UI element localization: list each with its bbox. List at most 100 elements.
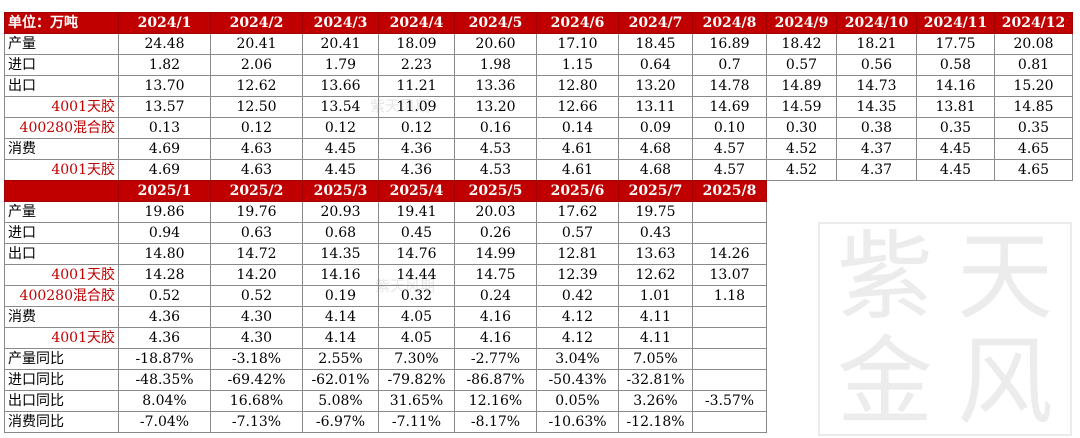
table-row: 400280混合胶 0.52 0.52 0.19 0.32 0.24 0.42 1.01 1.1… <box>4 285 767 307</box>
table-cell: 14.44 <box>378 264 455 286</box>
month-header: 2024/11 <box>916 12 995 34</box>
table-cell: 4.11 <box>618 327 693 349</box>
table-cell: 0.12 <box>378 117 455 139</box>
table-row: 4001天胶 13.57 12.50 13.54 11.09 13.20 12.66 13.1… <box>4 96 1073 118</box>
table-cell: 14.26 <box>692 243 767 265</box>
table-cell: 4.68 <box>618 159 693 181</box>
row-label: 产量同比 <box>4 348 119 370</box>
table-cell <box>692 222 767 244</box>
table-cell: 4.36 <box>378 138 455 160</box>
table-row: 出口 14.80 14.72 14.35 14.76 14.99 12.81 13.63 14.… <box>4 243 767 265</box>
table-cell: 20.08 <box>994 33 1073 55</box>
table-cell: 13.57 <box>118 96 211 118</box>
table-cell: 0.68 <box>302 222 379 244</box>
table-cell: 0.12 <box>210 117 303 139</box>
table-cell: 20.41 <box>302 33 379 55</box>
table-cell: 4.14 <box>302 306 379 328</box>
month-header: 2024/3 <box>302 12 379 34</box>
table-cell: 16.68% <box>210 390 303 412</box>
watermark-char: 风 <box>957 325 1053 438</box>
table-cell: 14.16 <box>302 264 379 286</box>
row-label: 进口 <box>4 54 119 76</box>
row-label: 出口 <box>4 75 119 97</box>
table-2025: 2025/1 2025/2 2025/3 2025/4 2025/5 2025/6 2025… <box>4 180 767 433</box>
table-cell <box>692 369 767 391</box>
month-header: 2024/10 <box>836 12 917 34</box>
table-cell: -12.18% <box>618 411 693 433</box>
table-cell: 15.20 <box>994 75 1073 97</box>
table-2024: 单位：万吨 2024/1 2024/2 2024/3 2024/4 2024/5 2024/… <box>4 12 1073 181</box>
table-row: 进口同比 -48.35% -69.42% -62.01% -79.82% -86.87% -… <box>4 369 767 391</box>
table-cell: 24.48 <box>118 33 211 55</box>
table-cell: 4.16 <box>454 327 537 349</box>
table-cell: 2.55% <box>302 348 379 370</box>
table-cell: 4.53 <box>454 159 537 181</box>
table-cell: 4.68 <box>618 138 693 160</box>
table-row: 产量 19.86 19.76 20.93 19.41 20.03 17.62 19.75 <box>4 201 767 223</box>
table-cell: 7.05% <box>618 348 693 370</box>
table-cell: 0.14 <box>536 117 619 139</box>
row-label: 消费 <box>4 138 119 160</box>
table-cell <box>692 306 767 328</box>
month-header: 2024/9 <box>766 12 837 34</box>
table-cell: 14.69 <box>692 96 767 118</box>
table-cell: -86.87% <box>454 369 537 391</box>
table-cell: 2.23 <box>378 54 455 76</box>
table-cell: 0.52 <box>118 285 211 307</box>
table-cell: 0.19 <box>302 285 379 307</box>
table-cell: -3.18% <box>210 348 303 370</box>
table-cell: 0.43 <box>618 222 693 244</box>
table-cell: 12.66 <box>536 96 619 118</box>
table-cell: 13.70 <box>118 75 211 97</box>
table-cell: 12.39 <box>536 264 619 286</box>
row-label: 产量 <box>4 201 119 223</box>
table-cell: 8.04% <box>118 390 211 412</box>
table-cell: 0.57 <box>766 54 837 76</box>
row-label: 4001天胶 <box>4 96 119 118</box>
unit-header: 单位：万吨 <box>4 12 119 34</box>
table-cell: 18.21 <box>836 33 917 55</box>
table-cell: 4.36 <box>378 159 455 181</box>
table-cell: 4.45 <box>916 138 995 160</box>
table-cell: 19.76 <box>210 201 303 223</box>
table-cell: 14.78 <box>692 75 767 97</box>
table-cell: 4.63 <box>210 159 303 181</box>
table-cell: -50.43% <box>536 369 619 391</box>
table-cell: 4.45 <box>916 159 995 181</box>
table-cell: -2.77% <box>454 348 537 370</box>
table-cell: 19.41 <box>378 201 455 223</box>
table-cell: -18.87% <box>118 348 211 370</box>
table-cell: 4.12 <box>536 327 619 349</box>
table-row: 消费 4.69 4.63 4.45 4.36 4.53 4.61 4.68 4.57 4.52 4.… <box>4 138 1073 160</box>
month-header: 2024/8 <box>692 12 767 34</box>
row-label: 进口 <box>4 222 119 244</box>
month-header: 2024/5 <box>454 12 537 34</box>
table-cell: 4.69 <box>118 159 211 181</box>
table-cell: 18.09 <box>378 33 455 55</box>
row-label: 400280混合胶 <box>4 285 119 307</box>
month-header: 2025/1 <box>118 180 211 202</box>
table-cell: 0.56 <box>836 54 917 76</box>
table-cell: -48.35% <box>118 369 211 391</box>
table-cell: 4.63 <box>210 138 303 160</box>
table-cell: 4.69 <box>118 138 211 160</box>
table-cell: 0.16 <box>454 117 537 139</box>
table-cell: 4.30 <box>210 327 303 349</box>
row-label: 400280混合胶 <box>4 117 119 139</box>
table-cell: 4.52 <box>766 138 837 160</box>
table-cell: 1.79 <box>302 54 379 76</box>
table-cell: 0.38 <box>836 117 917 139</box>
table-cell: 5.08% <box>302 390 379 412</box>
watermark-char: 紫 <box>837 220 933 333</box>
table-cell: 0.57 <box>536 222 619 244</box>
table-cell: 20.60 <box>454 33 537 55</box>
table-cell: 18.42 <box>766 33 837 55</box>
table-cell: 4.14 <box>302 327 379 349</box>
table-cell: 0.7 <box>692 54 767 76</box>
table-cell: 4.36 <box>118 306 211 328</box>
month-header: 2024/2 <box>210 12 303 34</box>
table-cell: 17.75 <box>916 33 995 55</box>
table-cell: 13.07 <box>692 264 767 286</box>
table-cell: 4.36 <box>118 327 211 349</box>
row-label: 出口 <box>4 243 119 265</box>
